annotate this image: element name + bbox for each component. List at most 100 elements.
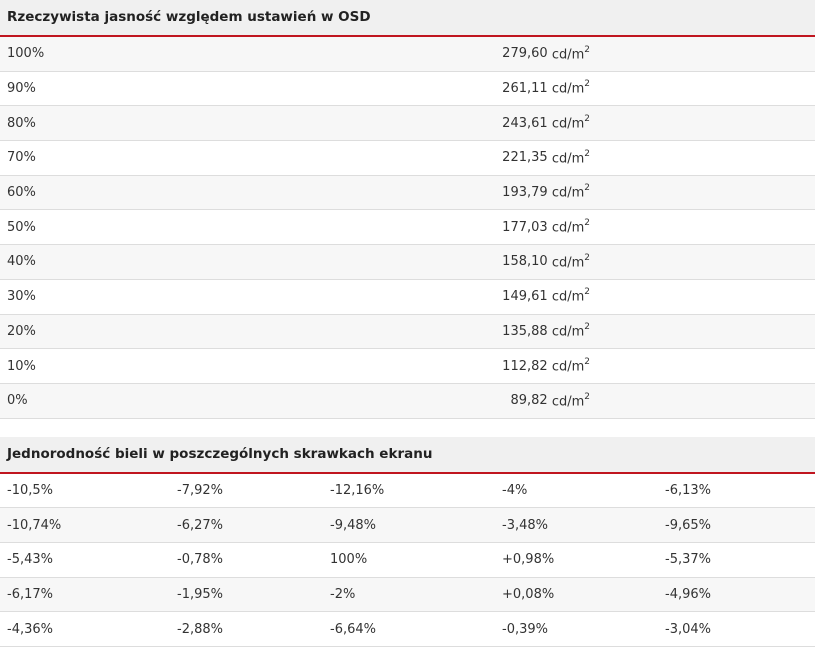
brightness-value: 89,82 xyxy=(510,393,548,409)
brightness-unit: cd/m2 xyxy=(551,218,590,236)
brightness-unit: cd/m2 xyxy=(551,392,590,409)
uniformity-cell: -3,48% xyxy=(502,517,548,533)
osd-setting-cell: 10% xyxy=(7,358,36,374)
brightness-unit-base: cd/m xyxy=(551,151,585,167)
brightness-table-title: Rzeczywista jasność względem ustawień w … xyxy=(0,0,815,37)
uniformity-cell: -0,39% xyxy=(502,621,548,637)
brightness-unit: cd/m2 xyxy=(552,79,590,96)
brightness-value: 177,03 xyxy=(502,219,548,235)
osd-setting-cell: 90% xyxy=(7,81,36,97)
table-row: 30% 149,61 cd/m2 xyxy=(0,280,815,315)
uniformity-cell: -10,5% xyxy=(7,482,53,498)
brightness-value: 221,35 xyxy=(502,150,548,166)
brightness-unit: cd/m2 xyxy=(551,287,590,305)
brightness-unit-exponent: 2 xyxy=(584,322,590,333)
uniformity-cell: -4,36% xyxy=(7,621,53,637)
osd-setting-cell: 50% xyxy=(7,219,36,235)
brightness-unit-exponent: 2 xyxy=(584,287,590,298)
osd-setting-cell: 0% xyxy=(7,393,28,409)
osd-setting-cell: 70% xyxy=(7,150,36,166)
brightness-unit: cd/m2 xyxy=(551,149,590,167)
brightness-value-cell: 279,60 cd/m2 xyxy=(490,37,590,71)
table-row: -10,5% -7,92% -12,16% -4% -6,13% xyxy=(0,474,815,509)
brightness-unit-base: cd/m xyxy=(551,185,585,201)
uniformity-table-title: Jednorodność bieli w poszczególnych skra… xyxy=(0,436,815,474)
uniformity-cell: -5,43% xyxy=(7,552,53,568)
brightness-unit: cd/m2 xyxy=(551,356,590,375)
brightness-unit-base: cd/m xyxy=(551,359,585,375)
uniformity-cell: -3,04% xyxy=(665,621,711,637)
brightness-unit-exponent: 2 xyxy=(584,356,590,367)
brightness-unit-base: cd/m xyxy=(551,255,585,271)
uniformity-cell: -2,88% xyxy=(177,621,223,637)
uniformity-cell: -5,37% xyxy=(665,552,711,568)
brightness-value-cell: 261,11 cd/m2 xyxy=(490,72,590,106)
table-row: 80% 243,61 cd/m2 xyxy=(0,106,815,142)
brightness-value: 243,61 xyxy=(502,115,548,131)
brightness-unit-base: cd/m xyxy=(551,324,585,340)
osd-setting-cell: 100% xyxy=(7,46,45,62)
brightness-value: 279,60 xyxy=(502,46,548,62)
table-row: 100% 279,60 cd/m2 xyxy=(0,37,815,72)
brightness-value: 112,82 xyxy=(502,358,548,374)
uniformity-cell: -1,95% xyxy=(177,586,223,602)
uniformity-cell: -10,74% xyxy=(7,517,62,533)
brightness-unit-exponent: 2 xyxy=(584,183,590,194)
brightness-value-cell: 112,82 cd/m2 xyxy=(490,349,590,383)
brightness-value-cell: 193,79 cd/m2 xyxy=(490,176,590,210)
brightness-unit-exponent: 2 xyxy=(584,114,590,125)
brightness-value-cell: 243,61 cd/m2 xyxy=(490,106,590,140)
table-row: -6,17% -1,95% -2% +0,08% -4,96% xyxy=(0,577,815,613)
brightness-unit-base: cd/m xyxy=(551,47,585,62)
uniformity-cell: -0,78% xyxy=(177,552,223,568)
table-row: 10% 112,82 cd/m2 xyxy=(0,349,815,384)
uniformity-cell: -4,96% xyxy=(665,586,711,602)
uniformity-cell: -6,27% xyxy=(177,517,223,533)
brightness-value-cell: 135,88 cd/m2 xyxy=(490,315,590,349)
uniformity-cell: -6,64% xyxy=(330,621,376,637)
osd-setting-cell: 80% xyxy=(7,115,36,131)
uniformity-cell: 100% xyxy=(330,552,368,568)
table-row: 90% 261,11 cd/m2 xyxy=(0,72,815,107)
uniformity-cell: -9,48% xyxy=(330,517,376,533)
brightness-value: 135,88 xyxy=(502,323,548,339)
table-row: 50% 177,03 cd/m2 xyxy=(0,210,815,246)
table-row: -10,74% -6,27% -9,48% -3,48% -9,65% xyxy=(0,508,815,543)
brightness-value-cell: 177,03 cd/m2 xyxy=(490,210,590,244)
uniformity-table: Jednorodność bieli w poszczególnych skra… xyxy=(0,436,815,647)
brightness-unit-base: cd/m xyxy=(551,116,585,132)
brightness-value: 193,79 xyxy=(502,185,548,201)
uniformity-cell: -12,16% xyxy=(330,482,385,498)
table-row: -5,43% -0,78% 100% +0,98% -5,37% xyxy=(0,543,815,578)
osd-setting-cell: 60% xyxy=(7,185,36,201)
brightness-value-cell: 89,82 cd/m2 xyxy=(490,384,590,418)
osd-setting-cell: 30% xyxy=(7,289,36,305)
table-row: 70% 221,35 cd/m2 xyxy=(0,141,815,176)
brightness-unit-exponent: 2 xyxy=(584,79,590,90)
table-row: 0% 89,82 cd/m2 xyxy=(0,383,815,419)
brightness-rows: 100% 279,60 cd/m2 90% 261,11 cd/m2 80% 243,61… xyxy=(0,37,815,419)
brightness-unit: cd/m2 xyxy=(551,114,590,132)
osd-setting-cell: 20% xyxy=(7,323,36,339)
osd-setting-cell: 40% xyxy=(7,254,36,270)
uniformity-cell: -6,13% xyxy=(665,482,711,498)
uniformity-cell: +0,98% xyxy=(502,552,555,568)
uniformity-cell: -7,92% xyxy=(177,482,223,498)
brightness-unit-exponent: 2 xyxy=(584,218,590,229)
uniformity-cell: -9,65% xyxy=(665,517,711,533)
brightness-unit-exponent: 2 xyxy=(584,44,590,55)
brightness-unit-base: cd/m xyxy=(551,393,585,409)
brightness-value: 158,10 xyxy=(502,254,548,270)
table-row: -4,36% -2,88% -6,64% -0,39% -3,04% xyxy=(0,612,815,647)
uniformity-cell: -6,17% xyxy=(7,586,53,602)
uniformity-cell: +0,08% xyxy=(502,586,555,602)
uniformity-rows: -10,5% -7,92% -12,16% -4% -6,13% -10,74% -6,27… xyxy=(0,474,815,647)
brightness-unit: cd/m2 xyxy=(551,183,590,201)
brightness-value-cell: 158,10 cd/m2 xyxy=(490,245,590,279)
brightness-unit-base: cd/m xyxy=(551,220,585,236)
table-row: 60% 193,79 cd/m2 xyxy=(0,175,815,211)
brightness-value: 261,11 xyxy=(502,81,548,97)
brightness-unit-base: cd/m xyxy=(551,289,585,305)
brightness-unit: cd/m2 xyxy=(551,322,590,340)
